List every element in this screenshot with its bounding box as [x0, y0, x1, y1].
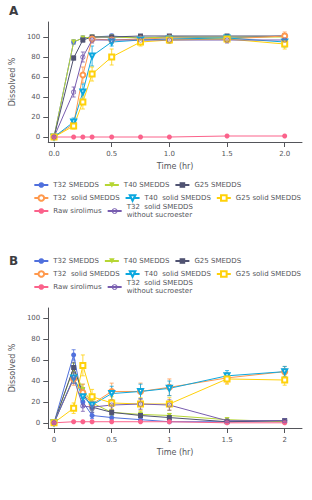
svg-text:Raw sirolimus: Raw sirolimus — [53, 207, 102, 215]
svg-text:1.5: 1.5 — [221, 436, 232, 444]
svg-text:Time (hr): Time (hr) — [156, 448, 194, 457]
svg-text:G25 solid SMEDDS: G25 solid SMEDDS — [236, 270, 302, 278]
svg-text:0.0: 0.0 — [48, 150, 59, 158]
svg-text:0: 0 — [52, 436, 56, 444]
svg-text:T32 SMEDDS: T32 SMEDDS — [52, 257, 99, 265]
svg-text:40: 40 — [31, 377, 40, 385]
svg-text:T40 solid SMEDDS: T40 solid SMEDDS — [144, 270, 212, 278]
svg-text:T40 SMEDDS: T40 SMEDDS — [123, 257, 170, 265]
svg-text:0.5: 0.5 — [106, 150, 117, 158]
svg-text:T32 solid SMEDDS: T32 solid SMEDDS — [52, 270, 120, 278]
svg-text:40: 40 — [31, 93, 40, 101]
svg-text:0.5: 0.5 — [106, 436, 117, 444]
svg-text:100: 100 — [27, 314, 40, 322]
svg-text:2.0: 2.0 — [279, 150, 290, 158]
svg-text:A: A — [9, 4, 19, 18]
svg-text:80: 80 — [31, 53, 40, 61]
svg-text:100: 100 — [27, 33, 40, 41]
svg-text:G25 SMEDDS: G25 SMEDDS — [194, 257, 241, 265]
svg-text:G25 solid SMEDDS: G25 solid SMEDDS — [236, 194, 302, 202]
svg-text:Dissolved %: Dissolved % — [8, 57, 17, 106]
svg-text:1.5: 1.5 — [221, 150, 232, 158]
svg-text:G25 SMEDDS: G25 SMEDDS — [194, 181, 241, 189]
svg-text:T32 solid SMEDDS: T32 solid SMEDDS — [126, 279, 194, 287]
svg-text:without sucroester: without sucroester — [127, 287, 192, 295]
svg-text:T32 solid SMEDDS: T32 solid SMEDDS — [126, 203, 194, 211]
svg-text:T40 solid SMEDDS: T40 solid SMEDDS — [144, 194, 212, 202]
svg-text:0: 0 — [36, 419, 40, 427]
svg-text:60: 60 — [31, 356, 40, 364]
svg-text:Raw sirolimus: Raw sirolimus — [53, 283, 102, 291]
svg-text:T40 SMEDDS: T40 SMEDDS — [123, 181, 170, 189]
svg-text:60: 60 — [31, 73, 40, 81]
svg-text:T32 SMEDDS: T32 SMEDDS — [52, 181, 99, 189]
svg-text:2: 2 — [282, 436, 286, 444]
svg-text:B: B — [9, 254, 18, 268]
svg-text:without sucroester: without sucroester — [127, 211, 192, 219]
svg-text:20: 20 — [31, 113, 40, 121]
svg-text:T32 solid SMEDDS: T32 solid SMEDDS — [52, 194, 120, 202]
svg-text:1.0: 1.0 — [164, 150, 175, 158]
svg-text:Time (hr): Time (hr) — [156, 162, 194, 171]
svg-text:20: 20 — [31, 398, 40, 406]
svg-text:0: 0 — [36, 133, 40, 141]
svg-text:1: 1 — [167, 436, 171, 444]
svg-text:80: 80 — [31, 335, 40, 343]
svg-text:Dissolved %: Dissolved % — [8, 343, 17, 392]
